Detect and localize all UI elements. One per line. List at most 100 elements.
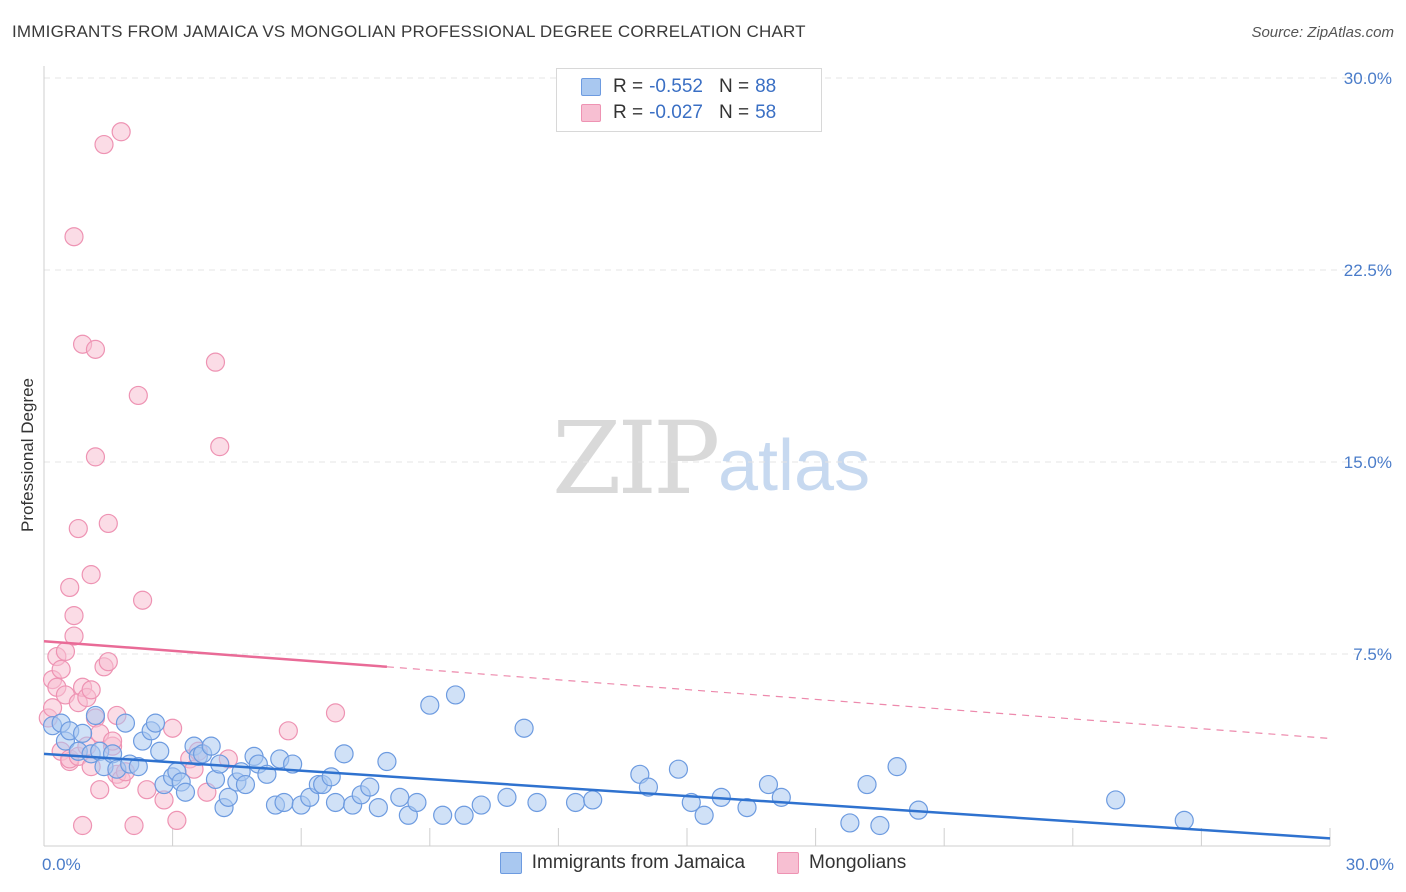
mongolians-point (98, 513, 118, 534)
series-legend: Immigrants from Jamaica Mongolians (0, 852, 1406, 874)
mongolians-point (90, 780, 110, 800)
axes (43, 66, 1331, 847)
jamaica-point (681, 792, 701, 813)
mongolians-point (94, 134, 114, 155)
y-tick-label: 30.0% (1344, 69, 1392, 88)
jamaica-point (1106, 790, 1126, 810)
mongolians-point (85, 339, 106, 359)
jamaica-point (527, 792, 547, 813)
jamaica-point (420, 695, 440, 715)
jamaica-point (390, 787, 410, 807)
jamaica-point (360, 777, 380, 797)
legend-r-value: -0.552 (649, 76, 703, 97)
series-legend-mongolians[interactable]: Mongolians (777, 852, 906, 874)
jamaica-point (72, 723, 93, 743)
jamaica-point (454, 805, 474, 825)
mongolians-point (72, 815, 93, 836)
x-tick-label: 30.0% (1346, 855, 1394, 874)
jamaica-point (737, 797, 757, 818)
legend-swatch-mongolians (581, 104, 601, 122)
mongolians-point (132, 590, 153, 610)
source-label: Source: ZipAtlas.com (1251, 24, 1394, 41)
y-tick-label: 22.5% (1344, 261, 1392, 280)
jamaica-point (870, 815, 890, 836)
mongolians-point (124, 815, 144, 836)
jamaica-point (840, 813, 860, 833)
jamaica-point (694, 805, 714, 825)
jamaica-point (145, 713, 166, 733)
series-label-mongolians: Mongolians (809, 852, 907, 873)
trend-lines (43, 639, 1331, 840)
jamaica-point (175, 782, 196, 802)
jamaica-point (368, 797, 388, 818)
watermark-atlas: atlas (718, 426, 871, 506)
x-tick-labels: 0.0% 30.0% (42, 855, 1394, 874)
legend-r-value: -0.027 (649, 102, 703, 123)
jamaica-point (565, 792, 586, 813)
legend-swatch-jamaica (581, 78, 601, 96)
jamaica-point (334, 744, 354, 764)
jamaica-point (758, 774, 779, 795)
jamaica-point (283, 754, 303, 774)
jamaica-trend-line (43, 752, 1331, 840)
jamaica-point (638, 777, 659, 797)
mongolians-trend-line (43, 639, 388, 669)
mongolians-point (81, 680, 101, 700)
jamaica-point (445, 685, 466, 705)
legend-n-label: N = (718, 76, 750, 97)
mongolians-point (163, 718, 183, 738)
jamaica-point (218, 787, 238, 807)
jamaica-point (668, 759, 689, 779)
correlation-legend: R = -0.552 N = 88 R = -0.027 N = 58 (556, 68, 822, 132)
mongolians-point (60, 577, 80, 598)
gridlines (44, 77, 1366, 655)
mongolians-point (205, 352, 226, 372)
y-tick-labels: 30.0% 22.5% 15.0% 7.5% (1344, 69, 1392, 664)
legend-n-label: N = (718, 102, 750, 123)
watermark-zip: ZIP (552, 400, 720, 517)
jamaica-point (1174, 810, 1194, 831)
mongolians-point (51, 659, 71, 679)
jamaica-point (514, 718, 534, 738)
jamaica-point (150, 741, 170, 761)
x-tick-label: 0.0% (42, 855, 81, 874)
mongolians-point (278, 721, 298, 741)
jamaica-points (42, 685, 1194, 836)
jamaica-point (857, 774, 877, 795)
jamaica-point (377, 751, 397, 772)
jamaica-point (201, 736, 221, 756)
series-legend-jamaica[interactable]: Immigrants from Jamaica (499, 852, 746, 874)
series-swatch-jamaica (499, 852, 522, 874)
legend-n-value: 88 (755, 76, 777, 97)
jamaica-point (85, 705, 106, 726)
jamaica-point (321, 767, 341, 787)
mongolians-point (111, 122, 131, 142)
legend-row-jamaica: R = -0.552 N = 88 (581, 75, 776, 99)
legend-row-mongolians: R = -0.027 N = 58 (581, 101, 776, 125)
jamaica-point (407, 792, 427, 813)
legend-r-label: R = (613, 76, 644, 97)
chart-title: IMMIGRANTS FROM JAMAICA VS MONGOLIAN PRO… (12, 22, 806, 41)
mongolians-point (81, 565, 101, 585)
series-label-jamaica: Immigrants from Jamaica (531, 852, 746, 873)
mongolians-point (167, 810, 187, 831)
mongolians-point (137, 780, 157, 800)
jamaica-point (235, 774, 256, 795)
y-tick-label: 7.5% (1353, 645, 1392, 664)
series-swatch-mongolians (777, 852, 800, 874)
mongolians-point (85, 447, 106, 467)
jamaica-point (433, 805, 453, 825)
jamaica-point (887, 757, 907, 777)
mongolians-trend-extension (386, 666, 1331, 740)
legend-n-value: 58 (755, 102, 777, 123)
mongolians-point (128, 385, 148, 406)
jamaica-point (128, 757, 148, 777)
jamaica-point (325, 792, 346, 813)
mongolians-point (98, 652, 118, 672)
legend-r-label: R = (613, 102, 644, 123)
jamaica-point (583, 790, 603, 810)
mongolians-point (64, 626, 84, 646)
mongolians-point (68, 518, 88, 539)
jamaica-point (471, 795, 491, 815)
